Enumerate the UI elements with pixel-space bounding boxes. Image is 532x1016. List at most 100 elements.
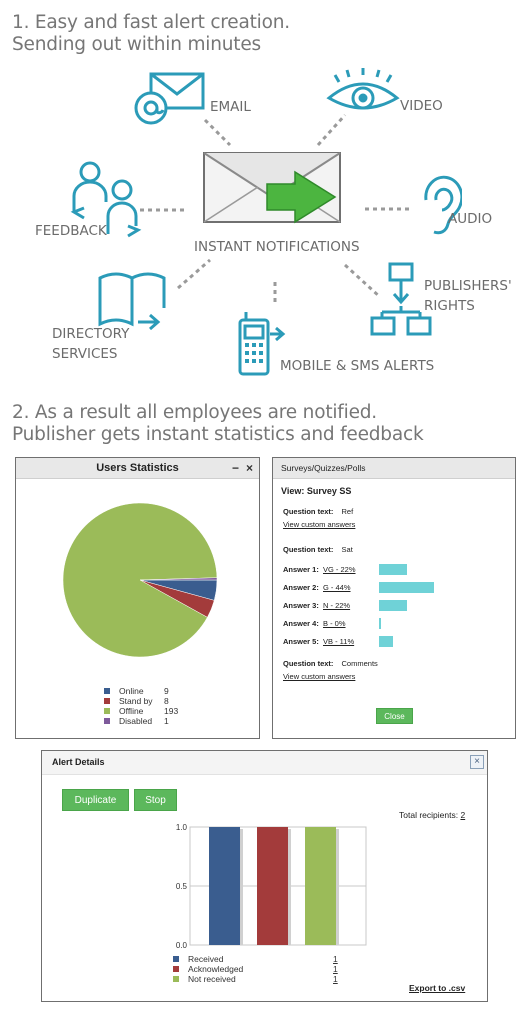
close-button[interactable]: Close xyxy=(376,708,413,724)
users-statistics-panel: Users Statistics − × Online 9 Stand by 8 Off… xyxy=(15,457,260,739)
question-value: Sat xyxy=(341,545,353,554)
users-legend: Online 9 Stand by 8 Offline 193 Disabled 1 xyxy=(104,686,178,726)
legend-item: Not received 1 xyxy=(173,974,338,984)
question-label: Question text: xyxy=(283,545,334,554)
legend-value: 9 xyxy=(164,686,169,696)
people-feedback-icon xyxy=(70,161,142,238)
book-directory-icon xyxy=(98,272,166,330)
center-label: INSTANT NOTIFICATIONS xyxy=(194,239,360,255)
legend-count-link[interactable]: 1 xyxy=(333,954,338,964)
pie-slice-disabled xyxy=(139,577,218,581)
bar-not-received xyxy=(305,827,336,945)
legend-count-link[interactable]: 1 xyxy=(333,974,338,984)
notification-channels-diagram: INSTANT NOTIFICATIONS EMAIL VIDEO xyxy=(0,60,532,390)
legend-swatch xyxy=(173,976,179,982)
answer-link[interactable]: N - 22% xyxy=(323,600,351,610)
alert-details-panel: Alert Details × Duplicate Stop Total rec… xyxy=(41,750,488,1002)
question-3: Question text: Comments xyxy=(283,659,378,668)
answer-row: Answer 3: N - 22% xyxy=(283,598,407,612)
answer-row: Answer 4: B - 0% xyxy=(283,616,381,630)
total-recipients-label: Total recipients: xyxy=(399,810,459,820)
legend-swatch xyxy=(104,688,110,694)
envelope-arrow-icon xyxy=(203,152,341,224)
diagram-connectors xyxy=(140,113,410,305)
minimize-icon[interactable]: − xyxy=(231,461,239,475)
question-label: Question text: xyxy=(283,507,334,516)
question-value: Comments xyxy=(341,659,378,668)
y-tick-label: 0.0 xyxy=(176,941,188,950)
answer-key: Answer 3: xyxy=(283,600,319,610)
stop-button[interactable]: Stop xyxy=(134,789,177,811)
answer-link[interactable]: VB - 11% xyxy=(323,636,355,646)
survey-view-title: View: Survey SS xyxy=(281,486,352,496)
legend-count-link[interactable]: 1 xyxy=(333,964,338,974)
legend-swatch xyxy=(173,966,179,972)
users-statistics-title: Users Statistics xyxy=(96,462,179,474)
email-icon xyxy=(134,72,205,125)
answer-link[interactable]: B - 0% xyxy=(323,618,346,628)
users-statistics-header: Users Statistics − × xyxy=(16,458,259,479)
answer-link[interactable]: VG - 22% xyxy=(323,564,356,574)
feedback-label: FEEDBACK xyxy=(35,223,107,239)
duplicate-button[interactable]: Duplicate xyxy=(62,789,129,811)
alert-details-title: Alert Details xyxy=(52,757,105,767)
legend-item: Online 9 xyxy=(104,686,178,696)
question-1: Question text: Ref xyxy=(283,507,353,516)
view-custom-answers-link[interactable]: View custom answers xyxy=(283,520,356,529)
legend-value: 1 xyxy=(164,716,169,726)
total-recipients-value[interactable]: 2 xyxy=(460,810,466,820)
video-label: VIDEO xyxy=(400,98,443,114)
legend-label: Online xyxy=(119,686,144,696)
legend-item: Stand by 8 xyxy=(104,696,178,706)
answer-row: Answer 2: G - 44% xyxy=(283,580,434,594)
legend-value: 8 xyxy=(164,696,169,706)
view-custom-answers-link[interactable]: View custom answers xyxy=(283,672,356,681)
alert-details-header: Alert Details × xyxy=(42,751,487,775)
question-label: Question text: xyxy=(283,659,334,668)
section1-heading: 1. Easy and fast alert creation. Sending… xyxy=(12,12,290,56)
answer-row: Answer 5: VB - 11% xyxy=(283,634,393,648)
section2-line1: 2. As a result all employees are notifie… xyxy=(12,402,377,423)
eye-icon xyxy=(326,68,400,110)
mobile-phone-icon xyxy=(238,312,286,376)
section2-heading: 2. As a result all employees are notifie… xyxy=(12,402,424,446)
answer-bar xyxy=(379,581,434,593)
close-icon[interactable]: × xyxy=(245,461,253,475)
pie-slice-offline xyxy=(62,502,218,658)
recipients-legend: Received 1 Acknowledged 1 Not received 1 xyxy=(173,954,338,984)
answer-bar xyxy=(379,617,381,629)
answer-bar xyxy=(379,563,407,575)
recipients-bar-chart: 1.0 0.5 0.0 xyxy=(176,823,367,950)
legend-swatch xyxy=(104,718,110,724)
legend-swatch xyxy=(104,708,110,714)
answer-key: Answer 4: xyxy=(283,618,319,628)
section2-line2: Publisher gets instant statistics and fe… xyxy=(12,424,424,445)
legend-item: Disabled 1 xyxy=(104,716,178,726)
directory-label-line2: SERVICES xyxy=(52,346,118,362)
publishers-label-line2: RIGHTS xyxy=(424,298,475,314)
answer-bar xyxy=(379,599,407,611)
question-value: Ref xyxy=(341,507,354,516)
legend-label: Received xyxy=(188,954,224,964)
audio-label: AUDIO xyxy=(448,211,493,227)
legend-label: Offline xyxy=(119,706,144,716)
answer-bar xyxy=(379,635,393,647)
answer-key: Answer 1: xyxy=(283,564,319,574)
legend-swatch xyxy=(104,698,110,704)
ear-audio-icon xyxy=(424,175,462,235)
publishers-label-line1: PUBLISHERS' xyxy=(424,278,512,294)
export-csv-link[interactable]: Export to .csv xyxy=(409,983,466,993)
survey-panel: Surveys/Quizzes/Polls View: Survey SS Qu… xyxy=(272,457,516,739)
answer-key: Answer 2: xyxy=(283,582,319,592)
survey-header: Surveys/Quizzes/Polls xyxy=(273,458,515,479)
email-label: EMAIL xyxy=(210,99,251,115)
close-icon[interactable]: × xyxy=(470,755,484,769)
total-recipients: Total recipients: 2 xyxy=(399,810,465,820)
question-2: Question text: Sat xyxy=(283,545,353,554)
legend-value: 193 xyxy=(164,706,179,716)
y-tick-label: 0.5 xyxy=(176,882,188,891)
answer-row: Answer 1: VG - 22% xyxy=(283,562,407,576)
directory-label-line1: DIRECTORY xyxy=(52,326,130,342)
answer-link[interactable]: G - 44% xyxy=(323,582,351,592)
bar-received xyxy=(209,827,240,945)
